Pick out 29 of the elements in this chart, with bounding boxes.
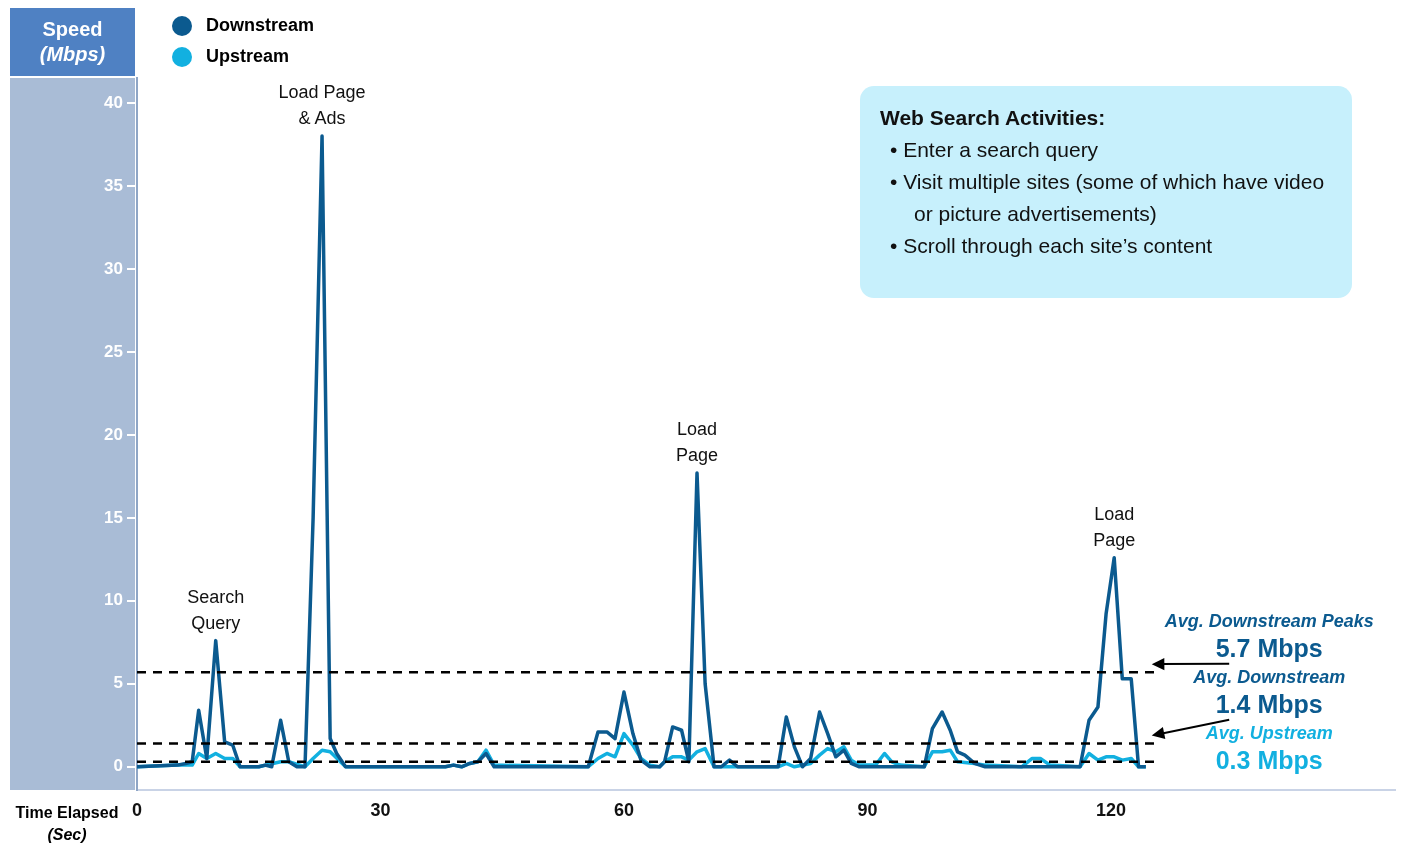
y-axis-title: Speed (Mbps): [38, 17, 107, 67]
legend-label: Upstream: [206, 46, 290, 67]
annotation: Load Page: [675, 419, 719, 465]
y-tick-label: 15: [104, 507, 123, 527]
x-tick-label: 120: [1095, 799, 1126, 820]
x-axis-title: Time Elapsed (Sec): [14, 803, 120, 845]
ref-line-label: Avg. Upstream 0.3 Mbps: [1204, 722, 1333, 774]
x-tick-label: 0: [131, 799, 143, 820]
annotation: Web Search Activities:: [880, 105, 1107, 131]
y-tick-label: 25: [104, 341, 123, 361]
annotation: Search Query: [187, 586, 245, 633]
y-tick-label: 20: [104, 424, 123, 444]
y-tick-label: 0: [113, 756, 123, 776]
y-tick-label: 30: [104, 258, 123, 278]
ref-line-label: Avg. Downstream 1.4 Mbps: [1192, 666, 1346, 718]
x-tick-label: 90: [857, 799, 878, 820]
y-tick-label: 35: [104, 175, 123, 195]
annotation: Load Page & Ads: [278, 82, 366, 129]
annotation: • Scroll through each site’s content: [889, 233, 1214, 259]
y-tick-label: 10: [104, 590, 123, 610]
ref-line-label: Avg. Downstream Peaks 5.7 Mbps: [1163, 610, 1374, 662]
annotation: • Visit multiple sites (some of which have video or picture advertisements): [889, 169, 1326, 227]
annotation: Load Page: [1093, 503, 1136, 550]
x-tick-label: 60: [613, 799, 634, 820]
annotation: • Enter a search query: [889, 137, 1100, 163]
legend-label: Downstream: [206, 15, 315, 36]
y-tick-label: 40: [104, 92, 123, 112]
y-tick-label: 5: [113, 673, 123, 693]
x-tick-label: 30: [370, 799, 391, 820]
